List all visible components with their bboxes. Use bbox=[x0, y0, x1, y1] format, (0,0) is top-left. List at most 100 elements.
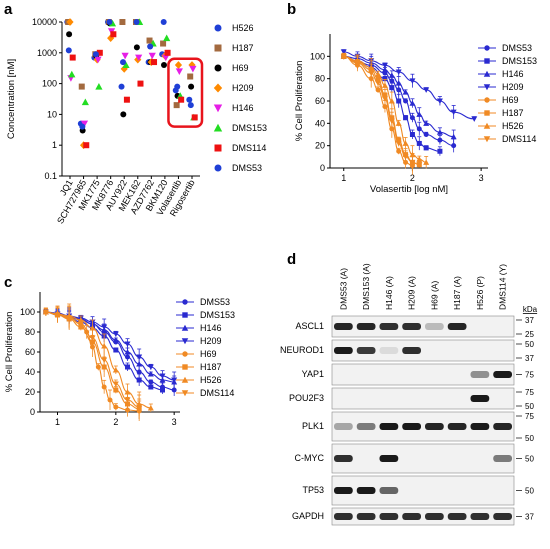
data-point bbox=[388, 72, 395, 78]
y-tick-label: 1000 bbox=[37, 48, 57, 58]
data-point bbox=[113, 404, 119, 410]
data-point bbox=[118, 83, 125, 90]
legend-marker bbox=[214, 144, 222, 152]
mw-label: 25 bbox=[525, 330, 534, 339]
legend-label: H146 bbox=[232, 103, 254, 113]
protein-label: ASCL1 bbox=[295, 321, 324, 331]
data-point bbox=[178, 96, 185, 103]
data-point bbox=[375, 87, 381, 93]
protein-band bbox=[470, 395, 490, 402]
data-point bbox=[65, 47, 72, 54]
protein-band bbox=[493, 455, 512, 462]
data-point bbox=[174, 61, 183, 69]
protein-band bbox=[334, 455, 353, 462]
data-point bbox=[175, 68, 183, 75]
data-point bbox=[171, 377, 178, 383]
data-point bbox=[382, 76, 388, 82]
blot-strip bbox=[331, 315, 515, 338]
blot-strip bbox=[331, 363, 515, 386]
protein-band bbox=[356, 513, 376, 520]
fit-curve bbox=[343, 55, 420, 166]
legend-marker bbox=[182, 299, 188, 305]
data-point bbox=[160, 40, 167, 47]
protein-band bbox=[334, 423, 353, 430]
data-point bbox=[162, 54, 170, 62]
data-point bbox=[112, 331, 119, 337]
data-point bbox=[340, 49, 347, 55]
panel-b-dose-response: 0 20 40 60 80 100 1 2 3 % Cell Proliferation Volas… bbox=[294, 34, 537, 195]
legend-label: DMS53 bbox=[502, 43, 532, 53]
data-point bbox=[437, 137, 443, 143]
highlight-box bbox=[167, 57, 204, 128]
legend-label: H187 bbox=[232, 43, 254, 53]
data-point bbox=[423, 120, 430, 126]
protein-band bbox=[379, 423, 399, 430]
data-point bbox=[436, 129, 443, 135]
data-point bbox=[416, 162, 423, 168]
data-point bbox=[416, 111, 423, 117]
data-point bbox=[124, 349, 131, 355]
legend-marker bbox=[484, 45, 490, 51]
data-point bbox=[112, 337, 119, 343]
fit-curve bbox=[343, 51, 475, 120]
protein-band bbox=[356, 347, 376, 354]
data-point bbox=[68, 70, 76, 78]
data-point bbox=[119, 19, 126, 25]
data-point bbox=[95, 82, 103, 90]
data-point bbox=[77, 321, 84, 327]
data-point bbox=[122, 61, 130, 69]
panel-c-dose-response: 0 20 40 60 80 100 1 2 3 % Cell Proliferation DMS53… bbox=[4, 292, 235, 427]
y-tick-label: 40 bbox=[25, 367, 35, 377]
mw-label: 50 bbox=[525, 455, 534, 464]
data-point bbox=[186, 96, 193, 103]
legend-label: DMS114 bbox=[232, 143, 266, 153]
protein-band bbox=[493, 371, 512, 378]
data-point bbox=[66, 315, 73, 321]
data-point bbox=[409, 132, 415, 137]
data-point bbox=[416, 140, 422, 146]
data-point bbox=[125, 364, 130, 370]
legend-marker bbox=[182, 312, 188, 318]
data-point bbox=[403, 115, 409, 121]
protein-band bbox=[402, 347, 421, 354]
protein-band bbox=[379, 323, 399, 330]
data-point bbox=[147, 405, 154, 411]
legend-label: H526 bbox=[200, 375, 222, 385]
legend-marker bbox=[181, 324, 189, 331]
data-point bbox=[148, 52, 156, 60]
data-point bbox=[95, 364, 101, 370]
x-tick-label: 3 bbox=[172, 417, 177, 427]
lane-label: H69 (A) bbox=[429, 281, 439, 310]
legend-label: H69 bbox=[200, 349, 217, 359]
data-point bbox=[403, 98, 409, 104]
legend-marker bbox=[213, 83, 223, 93]
protein-band bbox=[334, 513, 353, 520]
y-tick-label: 80 bbox=[25, 327, 35, 337]
legend-marker bbox=[484, 58, 490, 64]
data-point bbox=[451, 143, 457, 149]
protein-band bbox=[356, 323, 376, 330]
data-point bbox=[120, 59, 127, 66]
legend-label: DMS153 bbox=[232, 123, 267, 133]
data-point bbox=[382, 104, 388, 110]
y-tick-label: 10 bbox=[47, 109, 57, 119]
x-tick-label: 1 bbox=[341, 173, 346, 183]
y-tick-label: 100 bbox=[42, 79, 57, 89]
data-point bbox=[409, 159, 416, 166]
data-point bbox=[395, 80, 402, 86]
x-tick-label: 1 bbox=[55, 417, 60, 427]
data-point bbox=[354, 60, 361, 67]
protein-band bbox=[470, 513, 490, 520]
protein-band bbox=[379, 487, 399, 494]
legend-label: H526 bbox=[502, 121, 524, 131]
panel-letter-c: c bbox=[4, 274, 12, 291]
data-point bbox=[389, 85, 395, 91]
data-point bbox=[79, 123, 86, 130]
data-point bbox=[96, 49, 103, 56]
protein-band bbox=[493, 513, 512, 520]
protein-band bbox=[334, 347, 353, 354]
protein-band bbox=[425, 513, 444, 520]
protein-band bbox=[425, 323, 444, 330]
panel-letter-a: a bbox=[4, 1, 13, 18]
protein-band bbox=[470, 371, 490, 378]
